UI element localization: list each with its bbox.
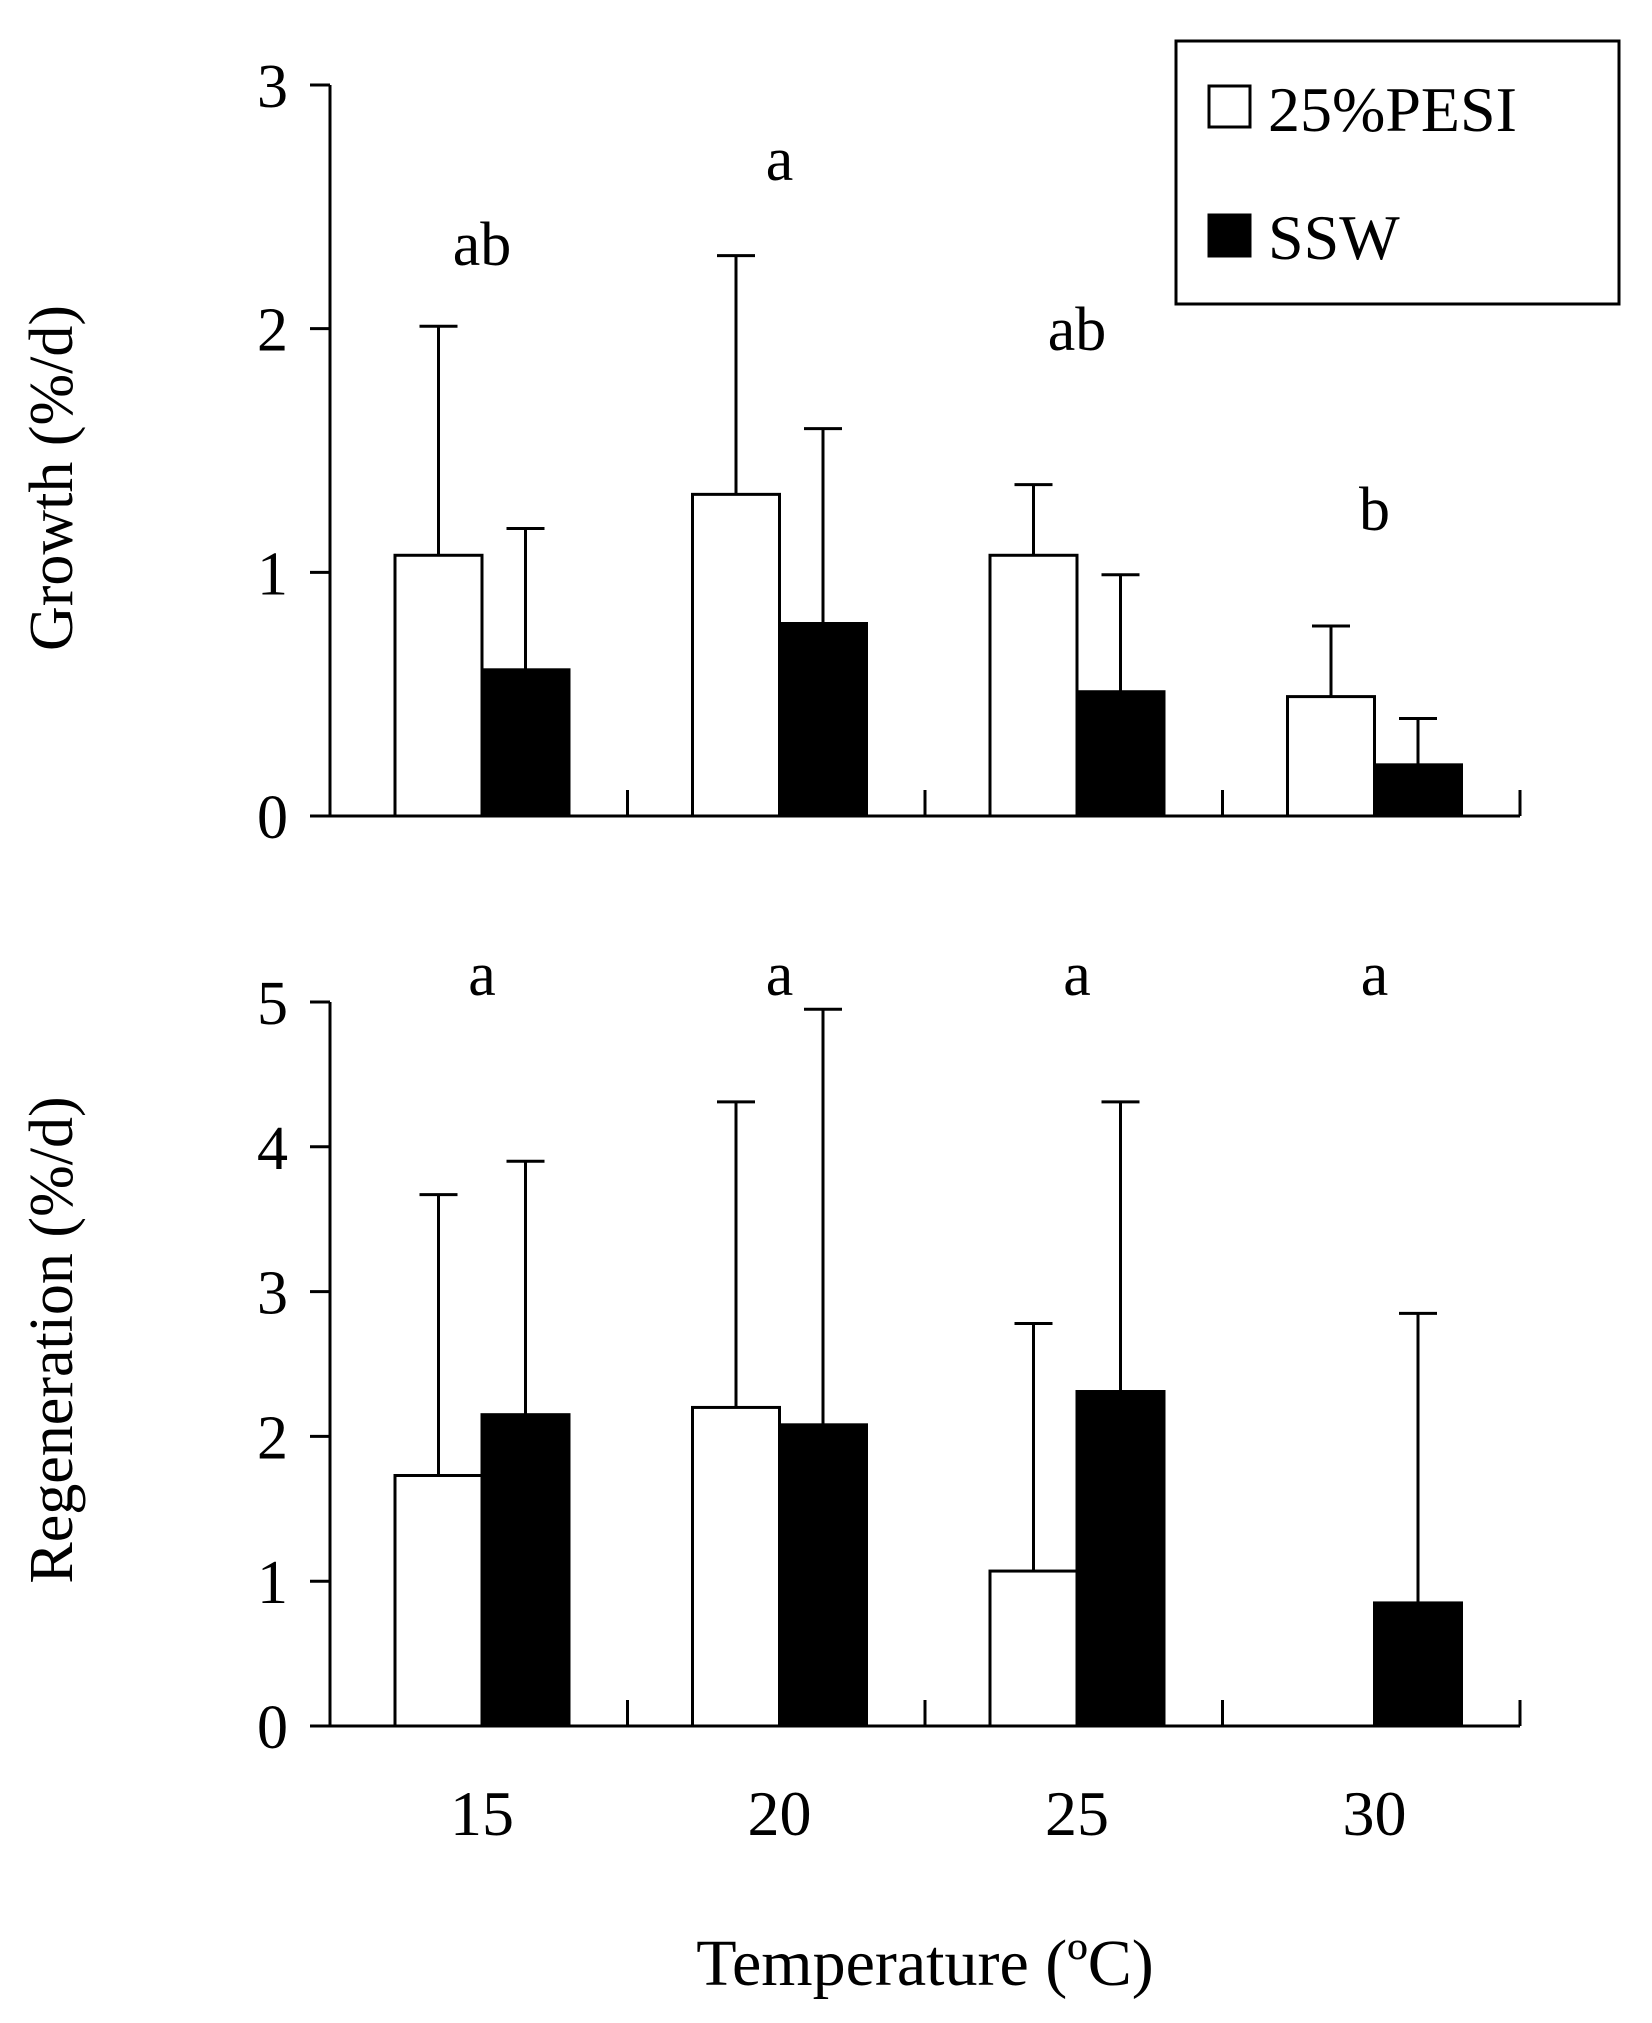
regeneration-bar-ssw-15: [480, 1413, 571, 1728]
legend-label-ssw: SSW: [1268, 202, 1400, 273]
legend-label-pesi: 25%PESI: [1268, 74, 1517, 145]
growth-bar-25pesi-30: [1286, 695, 1376, 818]
regeneration-y-tick-label: 3: [257, 1260, 288, 1328]
growth-bar-25pesi-25: [988, 553, 1079, 818]
regeneration-bar-ssw-25: [1075, 1390, 1166, 1728]
growth-bar-ssw-25: [1075, 690, 1166, 818]
regeneration-bar-25pesi-20: [691, 1405, 781, 1728]
x-tick-label: 20: [748, 1778, 812, 1849]
growth-y-axis-label: Growth (%/d): [18, 305, 86, 651]
growth-annotations: ab a ab b: [453, 126, 1390, 544]
growth-axes: 0 1 2 3: [257, 53, 1522, 852]
regeneration-y-tick-label: 1: [257, 1549, 288, 1617]
regeneration-significance-letter: a: [1361, 941, 1389, 1009]
growth-bars: [393, 254, 1463, 818]
regeneration-axes: 0 1 2 3 4 5: [257, 970, 1522, 1762]
x-tick-label: 30: [1343, 1778, 1407, 1849]
growth-bar-ssw-20: [778, 622, 868, 818]
growth-bar-25pesi-20: [691, 492, 781, 818]
regeneration-y-tick-label: 5: [257, 970, 288, 1038]
x-tick-label: 15: [450, 1778, 514, 1849]
regeneration-significance-letter: a: [766, 941, 794, 1009]
growth-significance-letter: a: [766, 126, 794, 194]
regeneration-y-axis-label: Regeneration (%/d): [18, 1096, 86, 1583]
growth-bar-25pesi-15: [393, 553, 484, 818]
growth-bar-ssw-15: [480, 668, 571, 818]
growth-panel: 0 1 2 3 ab a ab b Growth (%/d) 25%PESI SSW: [18, 39, 1621, 852]
x-tick-label: 25: [1045, 1778, 1109, 1849]
growth-bar-ssw-30: [1373, 763, 1463, 818]
growth-significance-letter: b: [1359, 476, 1390, 544]
regeneration-bars: [393, 1007, 1463, 1728]
growth-y-tick-label: 0: [257, 784, 288, 852]
regeneration-significance-letter: a: [1063, 941, 1091, 1009]
regeneration-bar-ssw-30: [1373, 1601, 1463, 1728]
regeneration-bar-25pesi-15: [393, 1473, 484, 1728]
legend-swatch-pesi: [1207, 84, 1252, 129]
legend: 25%PESI SSW: [1174, 39, 1621, 306]
regeneration-y-tick-label: 2: [257, 1404, 288, 1472]
growth-y-tick-label: 2: [257, 297, 288, 365]
legend-swatch-ssw: [1207, 213, 1252, 258]
growth-y-tick-label: 3: [257, 53, 288, 121]
x-tick-labels: 15 20 25 30: [450, 1778, 1407, 1849]
regeneration-bar-25pesi-25: [988, 1569, 1079, 1728]
regeneration-y-tick-label: 0: [257, 1694, 288, 1762]
regeneration-y-tick-label: 4: [257, 1115, 288, 1183]
growth-significance-letter: ab: [453, 211, 512, 279]
regeneration-significance-letter: a: [468, 941, 496, 1009]
growth-y-tick-label: 1: [257, 540, 288, 608]
growth-significance-letter: ab: [1048, 296, 1107, 364]
regeneration-bar-ssw-20: [778, 1423, 868, 1728]
x-axis-label: Temperature (ºC): [696, 1927, 1153, 2000]
